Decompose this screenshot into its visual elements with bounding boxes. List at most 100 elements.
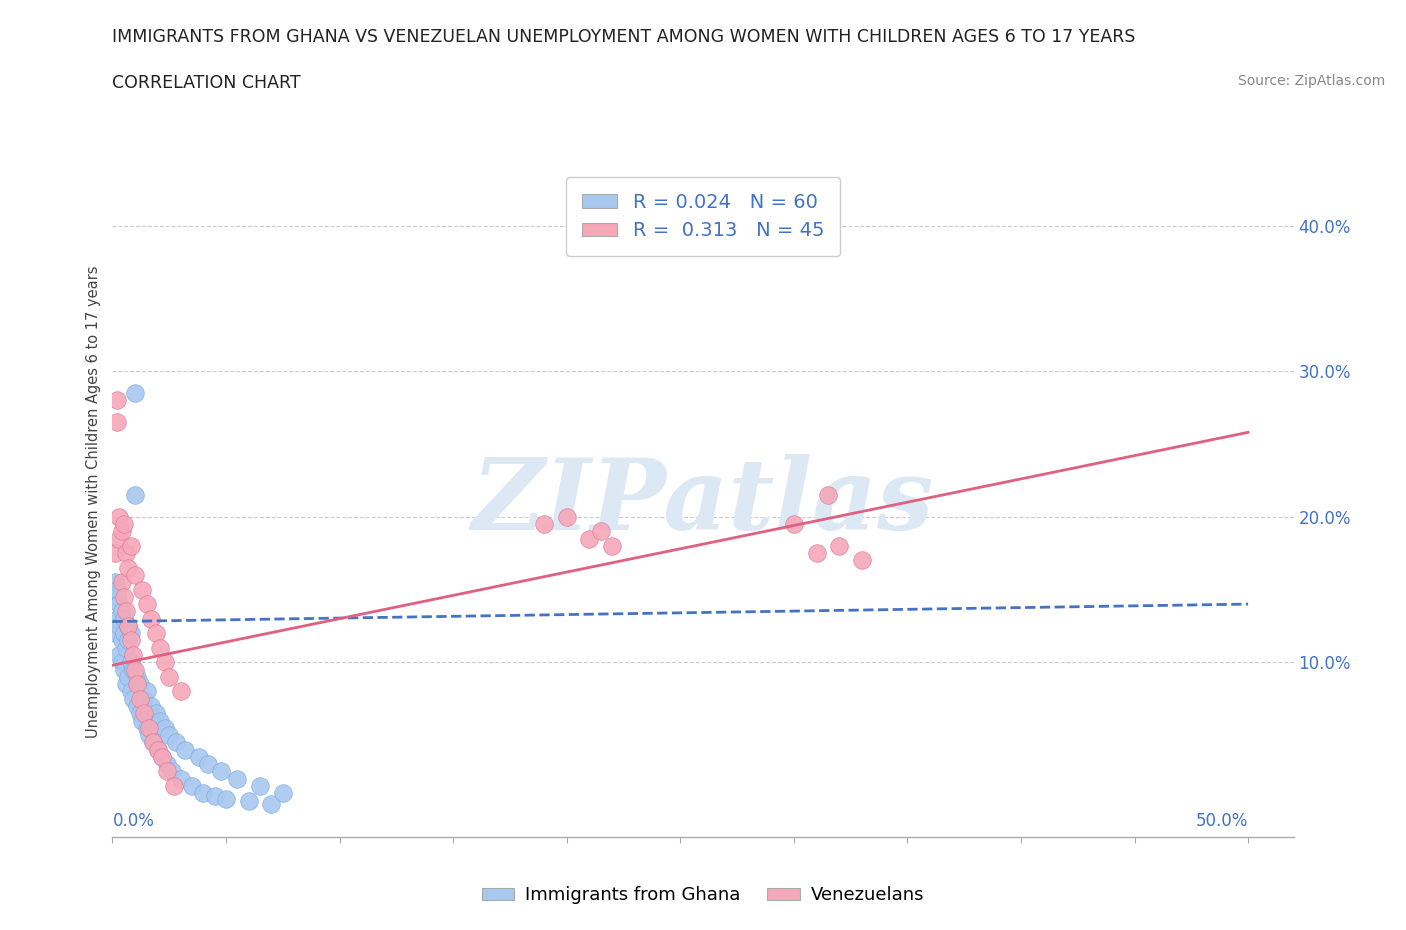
Point (134, 691, 156, 706)
Point (112, 611, 135, 626)
Point (153, 655, 176, 670)
Point (215, 791, 238, 806)
Point (124, 386, 146, 401)
Point (187, 750, 209, 764)
Point (260, 796, 283, 811)
Point (110, 655, 132, 670)
Point (142, 735, 165, 750)
Point (117, 618, 139, 633)
Point (156, 757, 179, 772)
Point (128, 706, 150, 721)
Point (105, 415, 128, 430)
Point (145, 706, 167, 721)
Point (127, 698, 149, 713)
Point (152, 750, 174, 764)
Point (117, 618, 139, 633)
Point (108, 531, 131, 546)
Point (211, 764, 233, 779)
Point (131, 713, 153, 728)
Point (112, 662, 135, 677)
Point (589, 524, 612, 538)
Point (120, 626, 142, 641)
Legend: R = 0.024   N = 60, R =  0.313   N = 45: R = 0.024 N = 60, R = 0.313 N = 45 (567, 177, 839, 256)
Point (817, 487, 839, 502)
Point (271, 786, 294, 801)
Point (139, 611, 162, 626)
Point (197, 757, 219, 772)
Point (128, 677, 150, 692)
Point (110, 604, 132, 618)
Point (165, 735, 187, 750)
Legend: Immigrants from Ghana, Venezuelans: Immigrants from Ghana, Venezuelans (474, 879, 932, 911)
Point (169, 771, 191, 786)
Text: 50.0%: 50.0% (1195, 812, 1249, 830)
Point (226, 771, 249, 786)
Point (110, 524, 132, 538)
Point (153, 721, 176, 736)
Point (135, 721, 157, 736)
Point (124, 487, 146, 502)
Text: IMMIGRANTS FROM GHANA VS VENEZUELAN UNEMPLOYMENT AMONG WOMEN WITH CHILDREN AGES : IMMIGRANTS FROM GHANA VS VENEZUELAN UNEM… (112, 28, 1136, 46)
Point (169, 684, 191, 698)
Text: Source: ZipAtlas.com: Source: ZipAtlas.com (1237, 74, 1385, 88)
Point (108, 597, 131, 612)
Point (105, 590, 128, 604)
Point (105, 392, 128, 407)
Point (146, 742, 169, 757)
Point (115, 546, 138, 561)
Point (163, 778, 186, 793)
Point (533, 516, 555, 531)
Point (138, 727, 160, 742)
Point (117, 560, 139, 575)
Point (851, 553, 873, 568)
Point (105, 582, 128, 597)
Point (122, 662, 145, 677)
Point (238, 793, 260, 808)
Point (112, 516, 135, 531)
Point (138, 721, 160, 736)
Point (128, 691, 150, 706)
Point (555, 510, 578, 525)
Y-axis label: Unemployment Among Women with Children Ages 6 to 17 years: Unemployment Among Women with Children A… (86, 266, 101, 738)
Point (124, 662, 146, 677)
Point (112, 626, 135, 641)
Point (115, 677, 138, 692)
Point (117, 670, 139, 684)
Point (152, 750, 174, 764)
Text: 0.0%: 0.0% (112, 812, 155, 830)
Point (108, 647, 131, 662)
Point (828, 538, 851, 553)
Point (600, 538, 623, 553)
Point (117, 633, 139, 648)
Point (142, 735, 165, 750)
Point (131, 582, 153, 597)
Point (104, 546, 127, 561)
Point (174, 742, 197, 757)
Point (145, 626, 167, 641)
Point (115, 604, 138, 618)
Text: CORRELATION CHART: CORRELATION CHART (112, 74, 301, 92)
Point (108, 510, 131, 525)
Point (108, 618, 131, 633)
Point (181, 778, 204, 793)
Point (139, 698, 162, 713)
Point (127, 670, 149, 684)
Point (122, 691, 145, 706)
Point (115, 641, 138, 656)
Point (120, 538, 142, 553)
Point (156, 764, 179, 779)
Point (204, 789, 226, 804)
Point (110, 575, 132, 590)
Point (135, 597, 157, 612)
Point (105, 611, 128, 626)
Point (193, 786, 215, 801)
Point (122, 647, 145, 662)
Point (104, 575, 127, 590)
Point (149, 641, 172, 656)
Point (135, 684, 157, 698)
Point (104, 626, 127, 641)
Point (134, 706, 156, 721)
Point (160, 764, 183, 779)
Point (124, 567, 146, 582)
Point (146, 742, 169, 757)
